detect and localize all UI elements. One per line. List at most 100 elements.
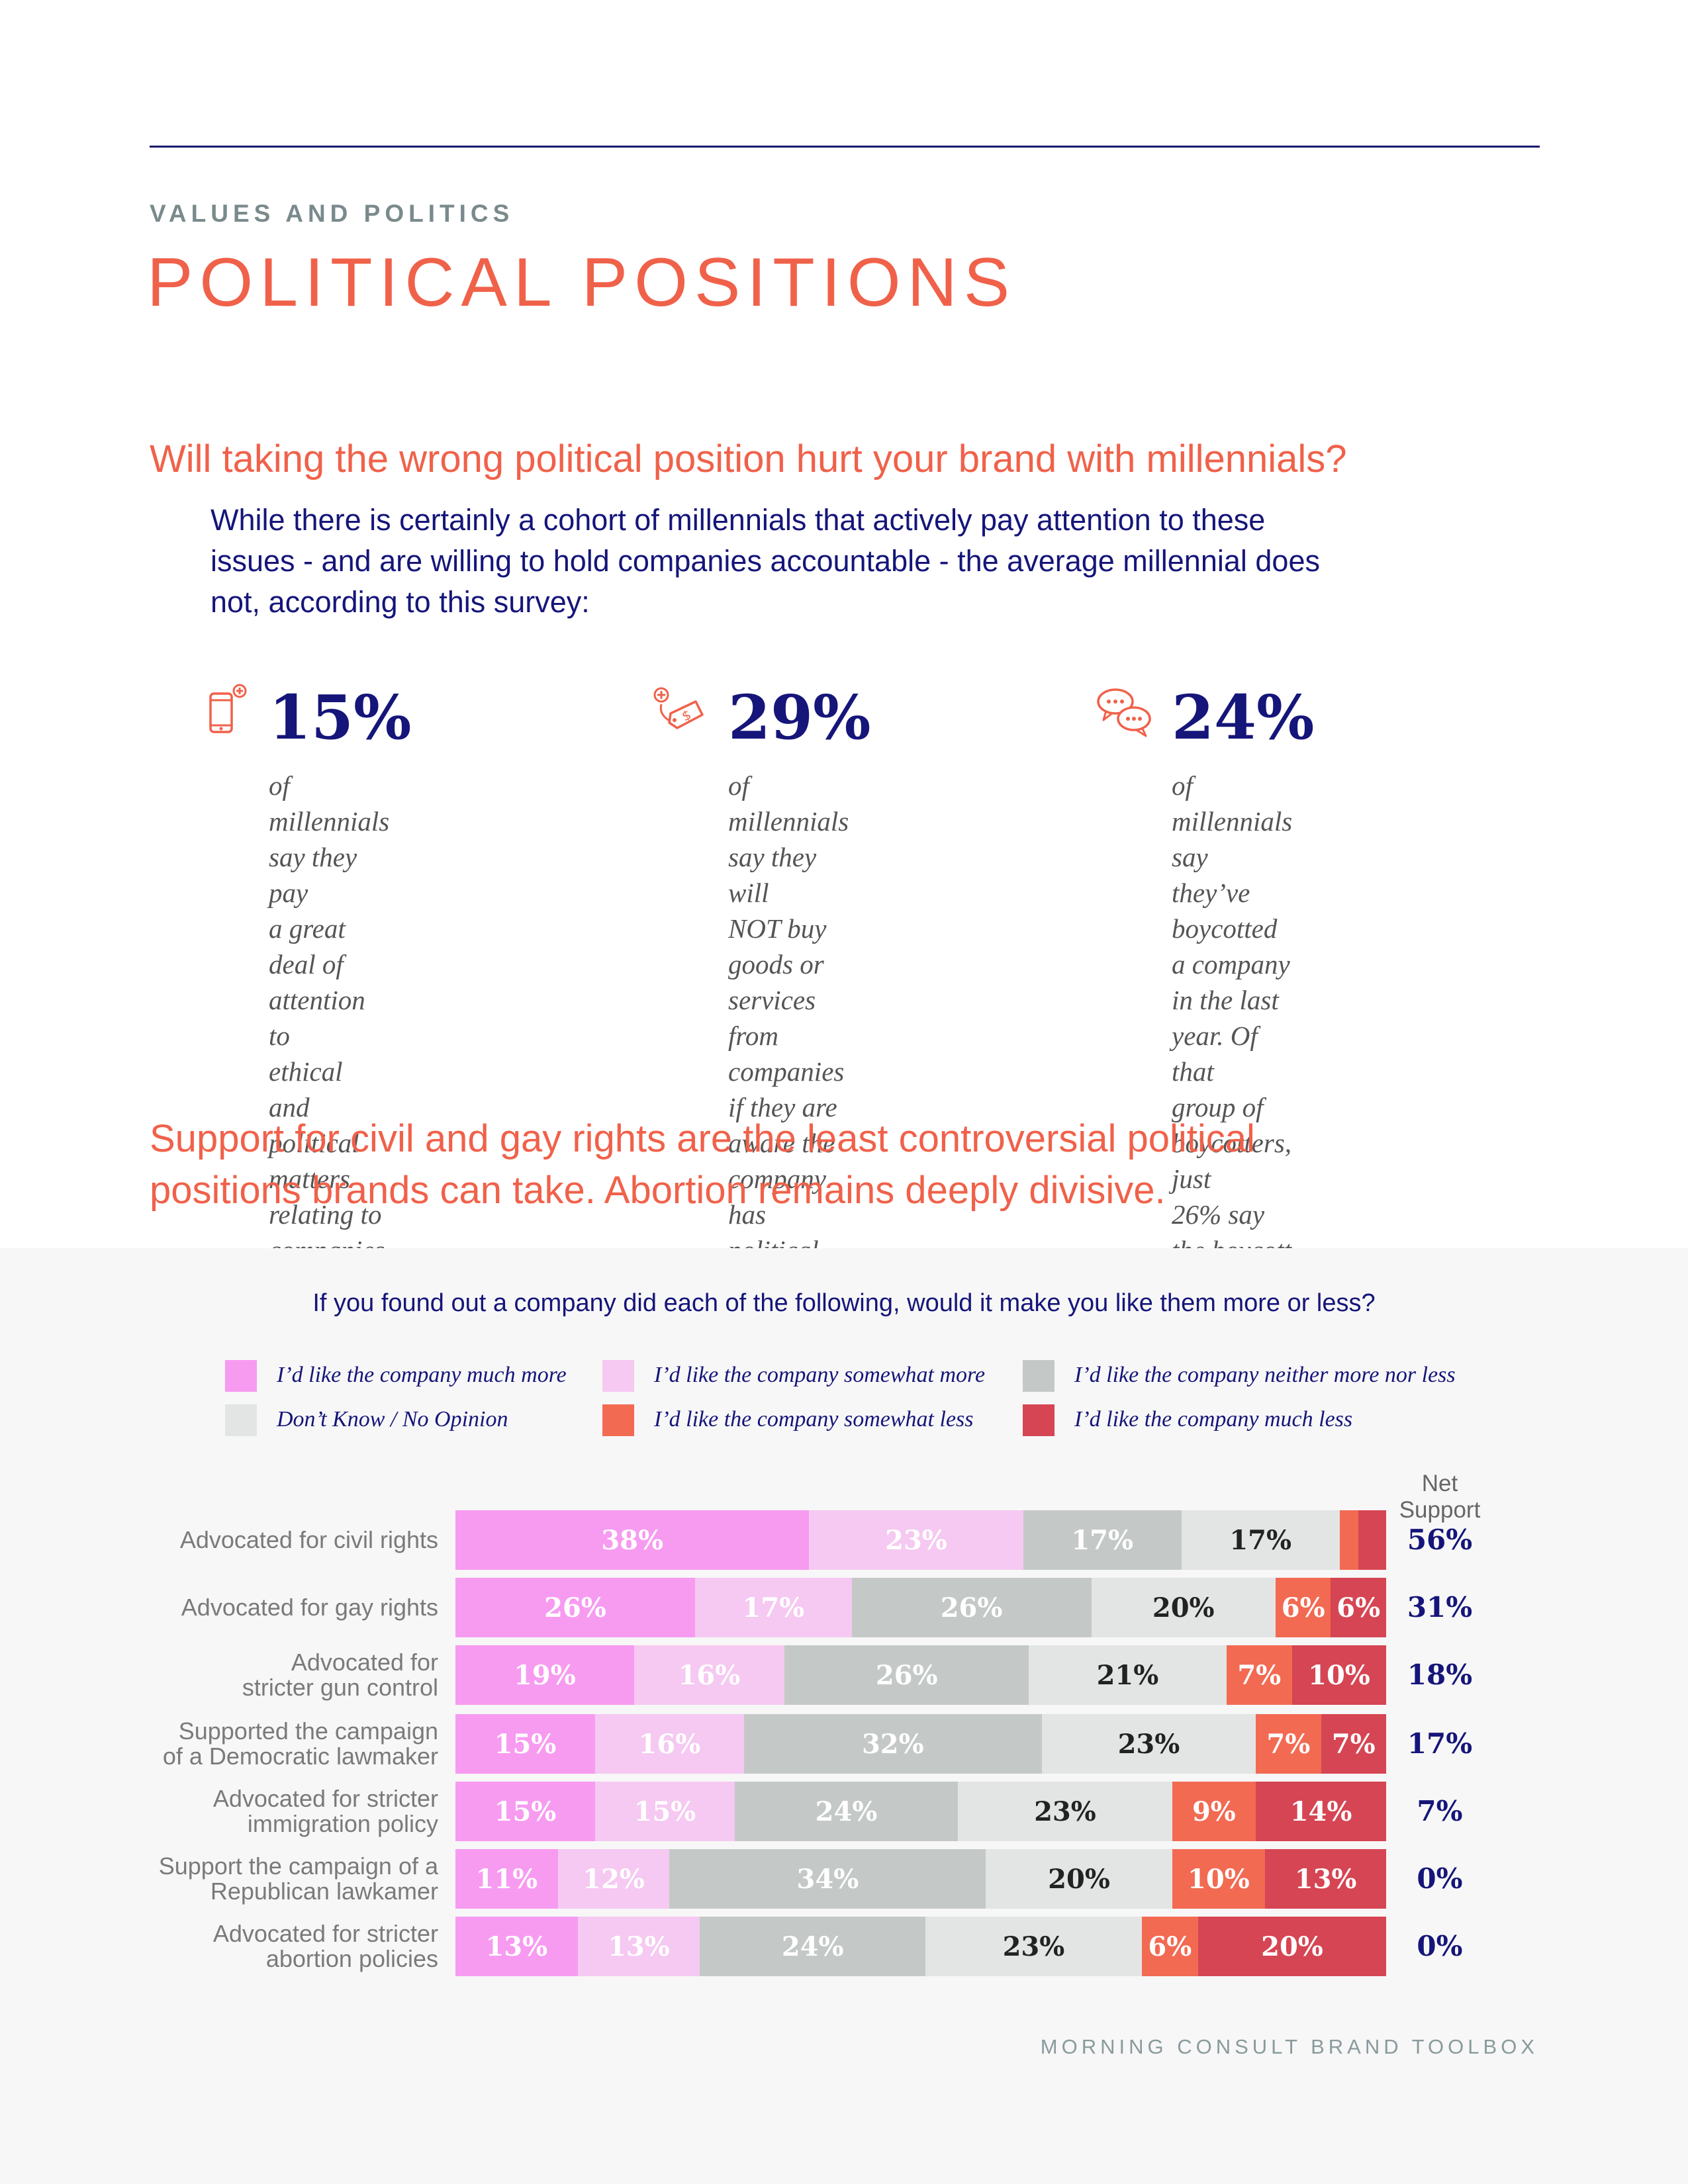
- bar-value-label: 23%: [1117, 1728, 1180, 1760]
- net-support-value: 56%: [1407, 1524, 1473, 1556]
- bar-value-label: 11%: [475, 1863, 538, 1895]
- bar-segment-much-less: 20%: [1197, 1917, 1386, 1976]
- row-label: Supported the campaign of a Democratic l…: [162, 1717, 438, 1770]
- bar-segment-somewhat-less: 6%: [1141, 1917, 1198, 1976]
- bar-value-label: 12%: [583, 1863, 645, 1895]
- legend-swatch: [1023, 1404, 1055, 1436]
- stat-value: 15%: [269, 682, 412, 753]
- row-label: Advocated for stricter immigration polic…: [212, 1785, 438, 1837]
- bar-value-label: 7%: [1331, 1728, 1376, 1760]
- bar-value-label: 20%: [1048, 1863, 1110, 1895]
- stacked-bar: 38% 23% 17% 17%: [455, 1510, 1386, 1570]
- bar-segment-somewhat-more: 15%: [594, 1782, 735, 1841]
- bar-value-label: 24%: [815, 1796, 878, 1827]
- bar-segment-somewhat-more: 23%: [809, 1510, 1023, 1570]
- bar-segment-much-more: 38%: [455, 1510, 810, 1570]
- bar-segment-somewhat-less: [1339, 1510, 1358, 1570]
- bar-segment-much-more: 26%: [455, 1578, 695, 1637]
- bar-segment-somewhat-less: 9%: [1172, 1782, 1256, 1841]
- legend-label: I’d like the company somewhat less: [654, 1407, 974, 1432]
- bar-value-label: 26%: [875, 1659, 938, 1691]
- bar-segment-much-less: 6%: [1331, 1578, 1386, 1637]
- bar-segment-somewhat-more: 16%: [633, 1645, 785, 1705]
- net-support-value: 0%: [1417, 1862, 1463, 1895]
- speech-bubbles-icon: [1097, 688, 1151, 737]
- bar-value-label: 21%: [1096, 1659, 1159, 1691]
- bar-value-label: 13%: [485, 1931, 548, 1962]
- stacked-bar: 19% 16% 26% 21% 7% 10%: [455, 1645, 1386, 1705]
- bar-value-label: 20%: [1261, 1931, 1323, 1962]
- stat-value: 29%: [728, 682, 871, 753]
- bar-value-label: 16%: [678, 1659, 741, 1691]
- legend-swatch: [602, 1360, 634, 1392]
- bar-value-label: 15%: [633, 1796, 696, 1827]
- bar-value-label: 38%: [601, 1524, 663, 1556]
- row-label: Advocated for gay rights: [181, 1594, 438, 1621]
- bar-value-label: 26%: [544, 1592, 606, 1623]
- bar-value-label: 26%: [940, 1592, 1003, 1623]
- stacked-bar: 13% 13% 24% 23% 6% 20%: [455, 1917, 1386, 1976]
- top-rule: [150, 146, 1540, 148]
- net-support-value: 0%: [1417, 1930, 1463, 1962]
- bar-segment-somewhat-less: 7%: [1226, 1645, 1292, 1705]
- bar-segment-much-more: 11%: [455, 1849, 558, 1909]
- bar-segment-much-more: 15%: [455, 1782, 595, 1841]
- bar-value-label: 23%: [1034, 1796, 1096, 1827]
- bar-value-label: 13%: [1294, 1863, 1357, 1895]
- bar-value-label: 15%: [494, 1728, 557, 1760]
- row-label: Advocated for stricter gun control: [242, 1649, 438, 1701]
- legend-label: I’d like the company neither more nor le…: [1074, 1363, 1456, 1387]
- bar-value-label: 6%: [1281, 1592, 1325, 1623]
- bar-value-label: 9%: [1192, 1796, 1236, 1827]
- bar-value-label: 6%: [1148, 1931, 1192, 1962]
- bar-segment-somewhat-more: 12%: [557, 1849, 670, 1909]
- intro-paragraph: While there is certainly a cohort of mil…: [211, 503, 1320, 619]
- bar-segment-much-more: 19%: [455, 1645, 634, 1705]
- bar-segment-neither: 24%: [700, 1917, 926, 1976]
- bar-value-label: 7%: [1237, 1659, 1282, 1691]
- footer-brand: MORNING CONSULT BRAND TOOLBOX: [1040, 2035, 1538, 2058]
- svg-text:$: $: [679, 706, 694, 724]
- bar-segment-dont-know: 23%: [1041, 1714, 1256, 1774]
- bar-value-label: 23%: [1002, 1931, 1065, 1962]
- bar-segment-somewhat-more: 17%: [694, 1578, 852, 1637]
- bar-value-label: 16%: [638, 1728, 701, 1760]
- stat-value: 24%: [1172, 682, 1315, 753]
- bar-value-label: 34%: [796, 1863, 859, 1895]
- row-label: Support the campaign of a Republican law…: [158, 1852, 438, 1905]
- legend-swatch: [1023, 1360, 1055, 1392]
- chart-question: If you found out a company did each of t…: [312, 1289, 1376, 1317]
- bar-value-label: 7%: [1266, 1728, 1311, 1760]
- bar-value-label: 24%: [781, 1931, 844, 1962]
- bar-segment-dont-know: 23%: [958, 1782, 1172, 1841]
- section-heading-2-line2: positions brands can take. Abortion rema…: [150, 1169, 1166, 1212]
- bar-value-label: 32%: [861, 1728, 924, 1760]
- bar-value-label: 23%: [885, 1524, 947, 1556]
- stacked-bar: 11% 12% 34% 20% 10% 13%: [455, 1849, 1386, 1909]
- bar-value-label: 17%: [1229, 1524, 1291, 1556]
- bar-segment-neither: 32%: [743, 1714, 1042, 1774]
- bar-segment-dont-know: 21%: [1029, 1645, 1227, 1705]
- stacked-bar: 26% 17% 26% 20% 6% 6%: [455, 1578, 1386, 1637]
- stacked-bar: 15% 16% 32% 23% 7% 7%: [455, 1714, 1386, 1774]
- legend-label: I’d like the company much less: [1074, 1407, 1353, 1432]
- legend-label: Don’t Know / No Opinion: [277, 1407, 508, 1432]
- bar-segment-somewhat-less: 6%: [1275, 1578, 1331, 1637]
- bar-segment-neither: 34%: [669, 1849, 986, 1909]
- bar-segment-dont-know: 23%: [925, 1917, 1142, 1976]
- bar-segment-much-less: 7%: [1321, 1714, 1386, 1774]
- bar-value-label: 13%: [608, 1931, 670, 1962]
- section-heading-2-line1: Support for civil and gay rights are the…: [150, 1117, 1255, 1160]
- bar-value-label: 15%: [494, 1796, 557, 1827]
- bar-segment-neither: 24%: [734, 1782, 959, 1841]
- row-label: Advocated for stricter abortion policies: [212, 1920, 438, 1972]
- bar-segment-neither: 17%: [1023, 1510, 1182, 1570]
- bar-value-label: 20%: [1152, 1592, 1215, 1623]
- bar-segment-neither: 26%: [784, 1645, 1029, 1705]
- bar-value-label: 6%: [1336, 1592, 1381, 1623]
- net-support-value: 7%: [1417, 1795, 1463, 1827]
- bar-value-label: 17%: [742, 1592, 805, 1623]
- section-heading-1: Will taking the wrong political position…: [150, 437, 1347, 480]
- price-tag-icon: $: [653, 687, 704, 729]
- section-heading-2: Support for civil and gay rights are the…: [150, 1113, 1255, 1216]
